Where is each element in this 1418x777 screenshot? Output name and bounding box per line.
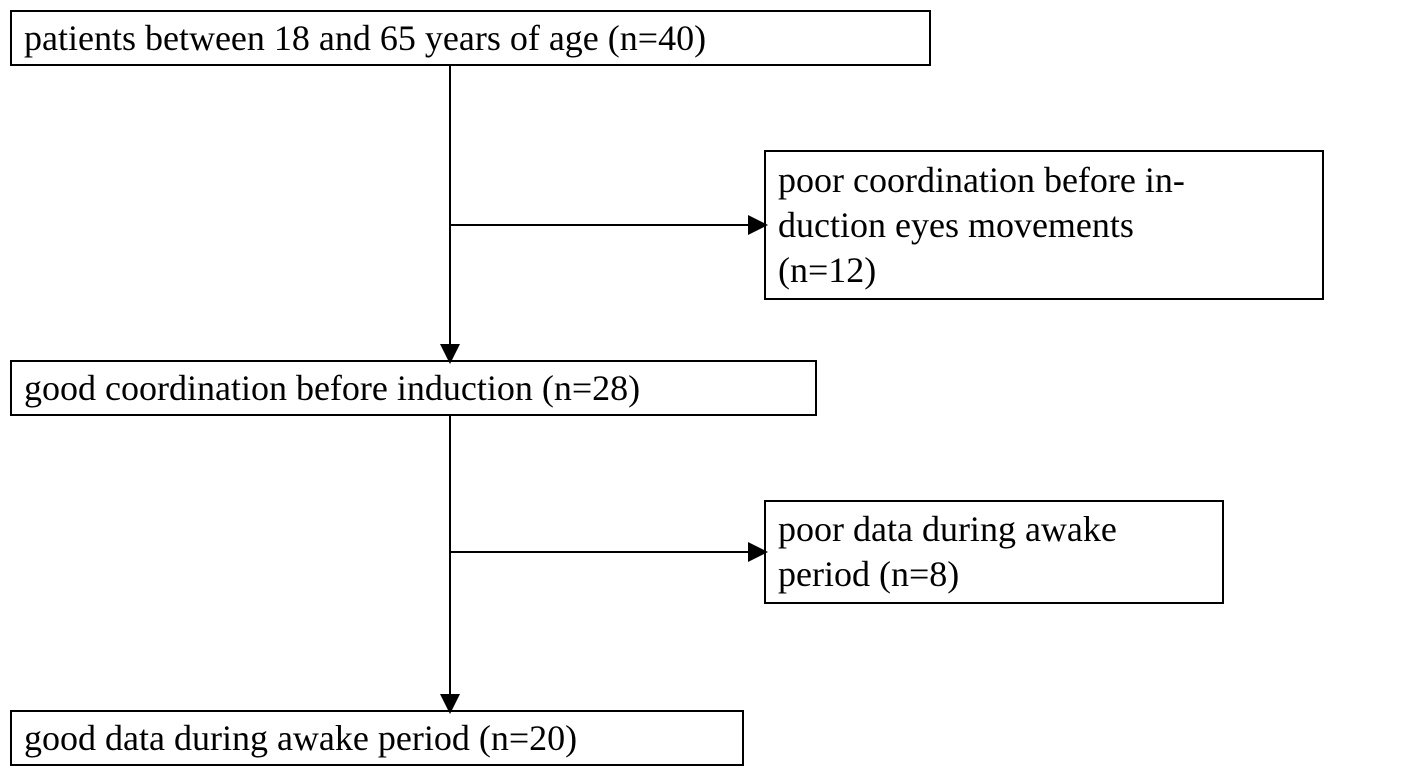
flowchart-connectors [0,0,1418,777]
